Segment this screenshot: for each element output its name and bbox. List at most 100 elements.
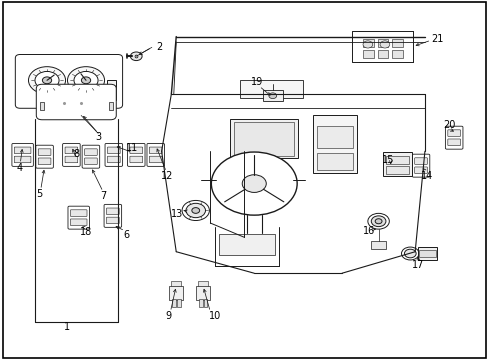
FancyBboxPatch shape xyxy=(106,208,119,215)
Circle shape xyxy=(379,41,389,48)
Circle shape xyxy=(42,77,52,84)
Bar xyxy=(109,102,113,110)
Text: 3: 3 xyxy=(95,132,101,142)
Bar xyxy=(177,300,180,307)
FancyBboxPatch shape xyxy=(149,147,162,154)
Bar xyxy=(172,300,175,307)
FancyBboxPatch shape xyxy=(130,147,142,154)
Text: 17: 17 xyxy=(411,260,424,270)
FancyBboxPatch shape xyxy=(62,143,80,166)
FancyBboxPatch shape xyxy=(14,147,31,154)
Bar xyxy=(196,286,209,300)
Bar xyxy=(40,102,43,110)
Circle shape xyxy=(191,208,199,213)
FancyBboxPatch shape xyxy=(104,204,122,227)
Text: 19: 19 xyxy=(250,77,262,87)
Text: 13: 13 xyxy=(170,210,183,220)
FancyBboxPatch shape xyxy=(12,143,33,166)
FancyBboxPatch shape xyxy=(15,54,122,108)
Bar xyxy=(383,152,411,176)
Text: 8: 8 xyxy=(73,149,79,159)
FancyBboxPatch shape xyxy=(84,158,97,165)
Circle shape xyxy=(182,201,209,221)
Text: 4: 4 xyxy=(16,163,22,173)
FancyBboxPatch shape xyxy=(107,147,120,154)
FancyBboxPatch shape xyxy=(127,143,145,166)
FancyBboxPatch shape xyxy=(38,149,51,156)
Bar xyxy=(386,166,408,174)
FancyBboxPatch shape xyxy=(149,156,162,163)
Bar xyxy=(417,247,436,260)
Bar xyxy=(219,234,274,255)
Text: 7: 7 xyxy=(100,191,106,201)
Circle shape xyxy=(130,52,142,60)
Bar xyxy=(169,286,183,300)
Circle shape xyxy=(28,67,65,94)
Text: 16: 16 xyxy=(363,226,375,236)
FancyBboxPatch shape xyxy=(447,139,460,145)
FancyBboxPatch shape xyxy=(65,156,78,163)
Bar xyxy=(107,80,116,100)
FancyBboxPatch shape xyxy=(36,84,116,120)
FancyBboxPatch shape xyxy=(82,145,100,168)
Bar xyxy=(362,40,373,47)
Text: 10: 10 xyxy=(209,311,221,320)
Text: 1: 1 xyxy=(63,322,69,332)
FancyBboxPatch shape xyxy=(105,143,122,166)
FancyBboxPatch shape xyxy=(414,158,427,165)
FancyBboxPatch shape xyxy=(107,156,120,163)
Text: 20: 20 xyxy=(442,121,454,130)
Bar xyxy=(263,90,282,101)
Text: 18: 18 xyxy=(80,227,92,237)
Bar xyxy=(171,281,181,286)
Circle shape xyxy=(81,77,90,84)
Text: 21: 21 xyxy=(430,34,443,44)
Bar xyxy=(377,40,387,47)
Circle shape xyxy=(35,71,59,89)
Text: 14: 14 xyxy=(420,171,432,181)
Text: 2: 2 xyxy=(156,42,162,52)
Bar xyxy=(312,116,356,173)
Text: 5: 5 xyxy=(37,189,43,199)
Text: 12: 12 xyxy=(161,171,173,181)
Circle shape xyxy=(404,249,415,258)
FancyBboxPatch shape xyxy=(147,143,164,166)
FancyBboxPatch shape xyxy=(70,210,87,216)
Text: 15: 15 xyxy=(382,155,394,165)
FancyBboxPatch shape xyxy=(106,217,119,224)
Bar xyxy=(370,241,385,249)
Bar xyxy=(418,250,435,257)
Bar xyxy=(229,119,298,158)
Circle shape xyxy=(401,247,418,260)
Bar xyxy=(391,40,402,47)
FancyBboxPatch shape xyxy=(414,167,427,174)
Circle shape xyxy=(74,71,98,89)
Bar xyxy=(386,156,408,163)
FancyBboxPatch shape xyxy=(14,156,31,163)
Bar xyxy=(377,50,387,58)
Bar xyxy=(199,300,202,307)
Bar xyxy=(391,50,402,58)
Bar xyxy=(362,50,373,58)
FancyBboxPatch shape xyxy=(130,156,142,163)
Circle shape xyxy=(370,216,385,226)
FancyBboxPatch shape xyxy=(84,149,97,156)
Circle shape xyxy=(211,152,297,215)
Circle shape xyxy=(67,67,104,94)
Circle shape xyxy=(362,41,372,48)
Bar xyxy=(316,153,352,170)
FancyBboxPatch shape xyxy=(65,147,78,154)
FancyBboxPatch shape xyxy=(447,130,460,136)
FancyBboxPatch shape xyxy=(68,206,89,229)
Bar xyxy=(316,126,352,148)
Bar xyxy=(198,281,207,286)
Bar xyxy=(233,122,294,156)
Text: 11: 11 xyxy=(126,143,138,153)
FancyBboxPatch shape xyxy=(70,219,87,225)
FancyBboxPatch shape xyxy=(411,154,429,177)
Circle shape xyxy=(185,203,205,218)
Text: 9: 9 xyxy=(165,311,172,320)
Circle shape xyxy=(374,219,381,224)
Bar xyxy=(203,300,207,307)
FancyBboxPatch shape xyxy=(445,126,462,149)
